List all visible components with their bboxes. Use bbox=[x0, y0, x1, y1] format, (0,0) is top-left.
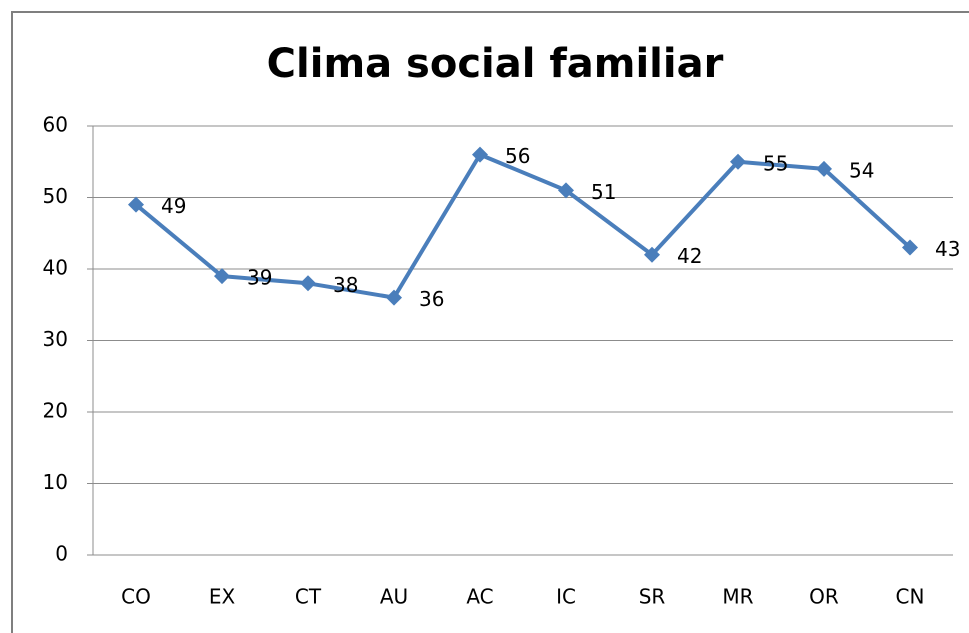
data-label: 43 bbox=[935, 237, 960, 261]
y-tick-label: 60 bbox=[43, 113, 68, 137]
y-tick-label: 10 bbox=[43, 470, 68, 494]
data-label: 42 bbox=[677, 244, 702, 268]
x-tick-label: SR bbox=[639, 585, 666, 609]
data-label: 39 bbox=[247, 266, 272, 290]
x-tick-label: CN bbox=[896, 585, 925, 609]
data-label: 55 bbox=[763, 151, 788, 175]
marker bbox=[902, 239, 918, 256]
marker bbox=[128, 196, 144, 213]
x-tick-label: MR bbox=[722, 585, 753, 609]
y-tick-label: 20 bbox=[43, 399, 68, 423]
marker bbox=[214, 268, 230, 285]
data-label: 51 bbox=[591, 180, 616, 204]
data-label: 56 bbox=[505, 144, 530, 168]
x-tick-label: CO bbox=[121, 585, 151, 609]
x-tick-label: IC bbox=[556, 585, 576, 609]
x-tick-label: EX bbox=[209, 585, 236, 609]
marker bbox=[730, 153, 746, 170]
marker bbox=[816, 160, 832, 177]
data-label: 54 bbox=[849, 158, 874, 182]
y-tick-label: 50 bbox=[43, 184, 68, 208]
y-tick-label: 40 bbox=[43, 256, 68, 280]
data-label: 49 bbox=[161, 194, 186, 218]
data-label: 36 bbox=[419, 287, 444, 311]
data-label: 38 bbox=[333, 273, 358, 297]
marker bbox=[386, 289, 402, 306]
marker bbox=[558, 182, 574, 199]
x-tick-label: CT bbox=[295, 585, 322, 609]
x-tick-label: AC bbox=[466, 585, 493, 609]
marker bbox=[644, 246, 660, 263]
y-tick-label: 0 bbox=[55, 542, 68, 566]
x-tick-label: AU bbox=[380, 585, 408, 609]
x-tick-label: OR bbox=[809, 585, 839, 609]
marker bbox=[300, 275, 316, 292]
y-tick-label: 30 bbox=[43, 327, 68, 351]
chart-title: Clima social familiar bbox=[267, 41, 724, 87]
line bbox=[134, 152, 912, 300]
marker bbox=[472, 146, 488, 163]
chart-frame bbox=[11, 11, 969, 633]
